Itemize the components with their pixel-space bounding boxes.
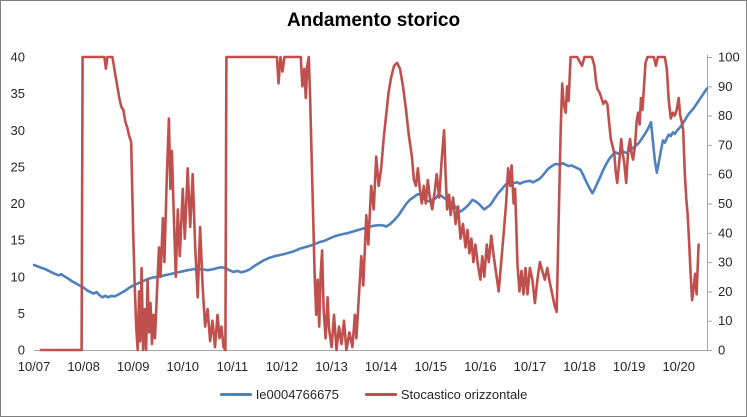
x-axis-tick-label: 10/07 xyxy=(18,359,51,374)
legend-line-swatch-fund xyxy=(219,393,252,396)
x-axis-tick-label: 10/17 xyxy=(514,359,547,374)
left-axis-tick-label: 40 xyxy=(11,50,25,65)
left-axis-tick-label: 30 xyxy=(11,123,25,138)
left-axis-tick-label: 35 xyxy=(11,86,25,101)
left-axis-tick-label: 10 xyxy=(11,269,25,284)
right-axis-tick-label: 40 xyxy=(718,225,732,240)
x-axis-tick-label: 10/11 xyxy=(217,359,249,374)
chart-title: Andamento storico xyxy=(286,10,461,31)
left-axis-tick-label: 0 xyxy=(18,343,25,358)
x-axis-tick-label: 10/14 xyxy=(365,359,398,374)
right-axis-tick-label: 50 xyxy=(718,196,732,211)
legend: Ie0004766675 Stocastico orizzontale xyxy=(1,387,746,402)
x-axis-tick-label: 10/12 xyxy=(266,359,299,374)
x-axis-tick-label: 10/10 xyxy=(167,359,200,374)
x-axis-tick-label: 10/13 xyxy=(315,359,348,374)
right-axis-tick-label: 10 xyxy=(718,313,732,328)
right-axis-tick-label: 60 xyxy=(718,167,732,182)
x-axis-tick-label: 10/18 xyxy=(563,359,596,374)
series-line-1 xyxy=(39,55,700,352)
left-axis-tick-label: 25 xyxy=(11,159,25,174)
right-axis-tick-label: 90 xyxy=(718,79,732,94)
legend-line-swatch-stochastic xyxy=(364,393,397,396)
right-axis-tick-label: 30 xyxy=(718,255,732,270)
left-axis-tick-label: 20 xyxy=(11,196,25,211)
x-axis-tick-label: 10/20 xyxy=(662,359,695,374)
legend-item-stochastic: Stocastico orizzontale xyxy=(364,387,528,402)
legend-label-stochastic: Stocastico orizzontale xyxy=(400,387,528,402)
x-axis-tick-label: 10/08 xyxy=(67,359,100,374)
x-axis-tick-label: 10/09 xyxy=(117,359,150,374)
legend-label-fund: Ie0004766675 xyxy=(255,387,339,402)
left-axis-tick-label: 5 xyxy=(18,306,25,321)
right-axis-tick-label: 20 xyxy=(718,284,732,299)
x-axis-tick-label: 10/15 xyxy=(414,359,447,374)
x-axis-tick-label: 10/16 xyxy=(464,359,497,374)
x-axis-tick-label: 10/19 xyxy=(613,359,646,374)
right-axis-tick-label: 0 xyxy=(718,343,725,358)
right-axis-tick-label: 100 xyxy=(718,50,740,65)
legend-item-fund: Ie0004766675 xyxy=(219,387,339,402)
left-axis-tick-label: 15 xyxy=(11,233,25,248)
right-axis-tick-label: 70 xyxy=(718,137,732,152)
right-axis-tick-label: 80 xyxy=(718,108,732,123)
